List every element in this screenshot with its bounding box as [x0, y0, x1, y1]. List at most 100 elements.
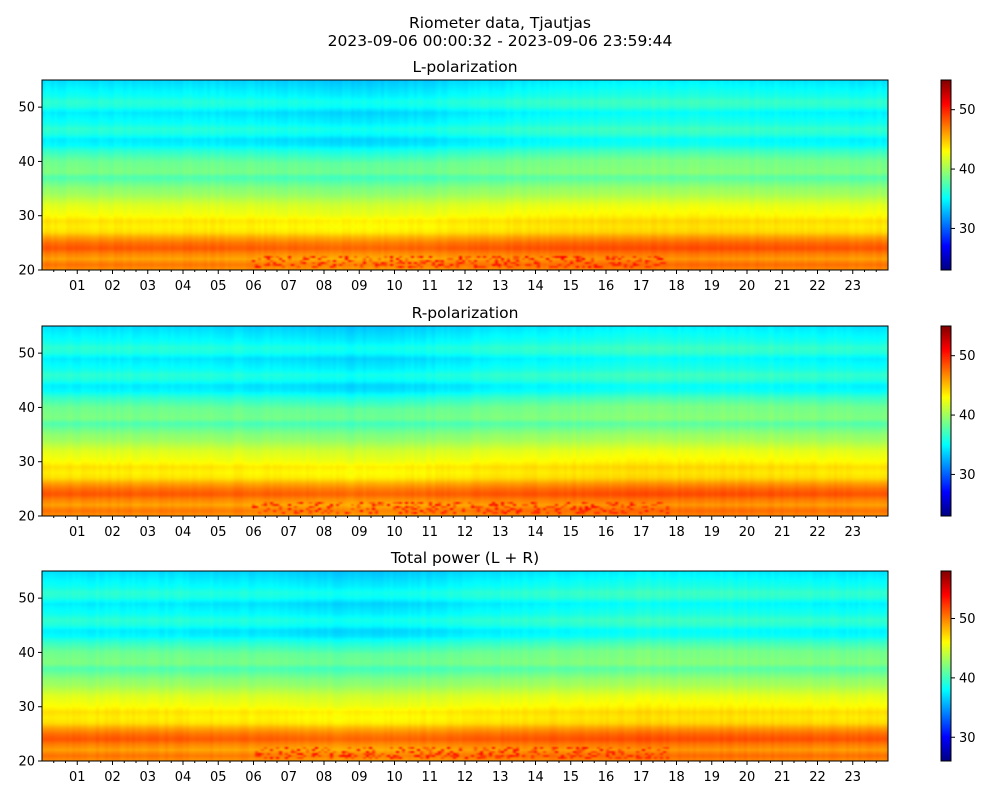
x-tick-label: 08 [316, 770, 333, 785]
x-tick-label: 19 [703, 770, 720, 785]
x-tick-label: 15 [562, 770, 579, 785]
x-tick-label: 16 [598, 525, 615, 540]
x-tick-label: 02 [104, 525, 121, 540]
x-tick-label: 06 [245, 279, 262, 294]
x-tick-label: 14 [527, 279, 544, 294]
colorbar-tick-label: 30 [959, 468, 976, 483]
y-tick-label: 40 [18, 155, 35, 170]
x-tick-label: 15 [562, 279, 579, 294]
heatmap-image [42, 326, 888, 516]
x-tick-label: 06 [245, 770, 262, 785]
x-tick-label: 08 [316, 525, 333, 540]
heatmap-image [42, 571, 888, 761]
colorbar-tick-label: 50 [959, 612, 976, 627]
x-tick-label: 18 [668, 525, 685, 540]
x-tick-label: 13 [492, 279, 509, 294]
x-tick-label: 09 [351, 279, 368, 294]
x-tick-label: 17 [633, 279, 650, 294]
x-tick-label: 01 [69, 525, 86, 540]
x-tick-label: 23 [844, 279, 861, 294]
x-tick-label: 16 [598, 770, 615, 785]
x-tick-label: 13 [492, 770, 509, 785]
colorbar [941, 571, 951, 761]
x-tick-label: 11 [421, 770, 438, 785]
y-tick-label: 20 [18, 755, 35, 770]
colorbar-tick-label: 40 [959, 163, 976, 178]
x-tick-label: 18 [668, 279, 685, 294]
panel-title: R-polarization [412, 304, 519, 322]
x-tick-label: 22 [809, 525, 826, 540]
x-tick-label: 10 [386, 279, 403, 294]
x-tick-label: 11 [421, 279, 438, 294]
x-tick-label: 01 [69, 279, 86, 294]
x-tick-label: 17 [633, 770, 650, 785]
x-tick-label: 06 [245, 525, 262, 540]
x-tick-label: 04 [175, 525, 192, 540]
colorbar-tick-label: 30 [959, 222, 976, 237]
x-tick-label: 17 [633, 525, 650, 540]
y-tick-label: 30 [18, 455, 35, 470]
x-tick-label: 14 [527, 525, 544, 540]
x-tick-label: 22 [809, 279, 826, 294]
x-tick-label: 21 [774, 279, 791, 294]
x-tick-label: 18 [668, 770, 685, 785]
x-tick-label: 16 [598, 279, 615, 294]
x-tick-label: 07 [280, 525, 297, 540]
x-tick-label: 22 [809, 770, 826, 785]
colorbar-frame [940, 79, 952, 271]
panel-1: L-polarization 20 30 40 50 01 02 03 04 05 06 07 08 09… [18, 58, 975, 294]
colorbar-tick-label: 30 [959, 731, 976, 746]
panel-title: Total power (L + R) [390, 549, 539, 567]
x-tick-label: 12 [457, 279, 474, 294]
y-tick-label: 30 [18, 209, 35, 224]
y-tick-label: 50 [18, 101, 35, 116]
figure-title-line-1: Riometer data, Tjautjas [409, 14, 591, 32]
x-tick-label: 20 [739, 525, 756, 540]
x-tick-label: 20 [739, 770, 756, 785]
x-tick-label: 20 [739, 279, 756, 294]
x-tick-label: 04 [175, 770, 192, 785]
y-tick-label: 50 [18, 347, 35, 362]
colorbar-tick-label: 40 [959, 409, 976, 424]
x-tick-label: 05 [210, 525, 227, 540]
x-tick-label: 09 [351, 770, 368, 785]
x-tick-label: 05 [210, 770, 227, 785]
x-tick-label: 12 [457, 770, 474, 785]
x-tick-label: 13 [492, 525, 509, 540]
x-tick-label: 10 [386, 770, 403, 785]
x-tick-label: 09 [351, 525, 368, 540]
x-tick-label: 05 [210, 279, 227, 294]
heatmap-image [42, 80, 888, 270]
x-tick-label: 02 [104, 279, 121, 294]
colorbar-tick-label: 50 [959, 349, 976, 364]
x-tick-label: 23 [844, 525, 861, 540]
x-tick-label: 03 [139, 525, 156, 540]
x-tick-label: 03 [139, 279, 156, 294]
panel-title: L-polarization [412, 58, 517, 76]
x-tick-label: 07 [280, 770, 297, 785]
panel-3: Total power (L + R) 20 30 40 50 01 02 03 04 05 06 0… [18, 549, 975, 785]
colorbar [941, 80, 951, 270]
x-tick-label: 21 [774, 525, 791, 540]
y-tick-label: 50 [18, 592, 35, 607]
panel-2: R-polarization 20 30 40 50 01 02 03 04 05 06 07 08 09… [18, 304, 975, 540]
y-tick-label: 40 [18, 401, 35, 416]
y-tick-label: 40 [18, 646, 35, 661]
x-tick-label: 23 [844, 770, 861, 785]
x-tick-label: 15 [562, 525, 579, 540]
y-tick-label: 20 [18, 510, 35, 525]
x-tick-label: 02 [104, 770, 121, 785]
x-tick-label: 19 [703, 279, 720, 294]
x-tick-label: 19 [703, 525, 720, 540]
x-tick-label: 10 [386, 525, 403, 540]
figure-title-line-2: 2023-09-06 00:00:32 - 2023-09-06 23:59:4… [328, 32, 673, 50]
colorbar [941, 326, 951, 516]
colorbar-frame [940, 570, 952, 762]
x-tick-label: 14 [527, 770, 544, 785]
x-tick-label: 04 [175, 279, 192, 294]
x-tick-label: 12 [457, 525, 474, 540]
x-tick-label: 08 [316, 279, 333, 294]
colorbar-tick-label: 40 [959, 671, 976, 686]
x-tick-label: 07 [280, 279, 297, 294]
